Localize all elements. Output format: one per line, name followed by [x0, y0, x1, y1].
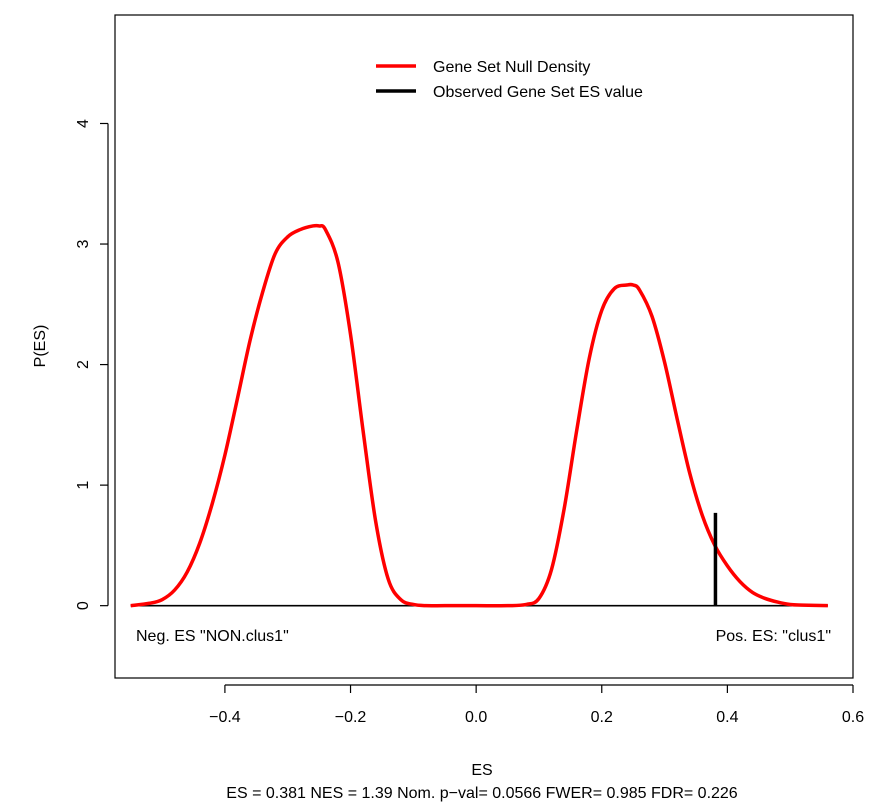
annotation-positive-es: Pos. ES: "clus1": [716, 628, 831, 645]
null-density-curve: [130, 223, 828, 608]
annotation-negative-es: Neg. ES "NON.clus1": [136, 628, 289, 645]
y-tick-label: 0: [75, 601, 92, 610]
x-tick-label: −0.4: [209, 709, 241, 726]
stats-subtitle: ES = 0.381 NES = 1.39 Nom. p−val= 0.0566…: [226, 785, 738, 802]
x-axis-label: ES: [471, 762, 492, 779]
x-tick-label: 0.4: [716, 709, 738, 726]
x-tick-label: −0.2: [335, 709, 367, 726]
x-tick-label: 0.0: [465, 709, 487, 726]
legend: Gene Set Null Density Observed Gene Set E…: [376, 59, 643, 101]
x-tick-label: 0.6: [842, 709, 864, 726]
legend-label: Observed Gene Set ES value: [433, 84, 643, 101]
y-tick-label: 1: [75, 481, 92, 490]
plot-frame: [114, 14, 854, 679]
legend-label: Gene Set Null Density: [433, 59, 590, 76]
y-axis: 0 1 2 3 4: [75, 119, 109, 610]
series-layer: [130, 223, 828, 608]
y-tick-label: 2: [75, 360, 92, 369]
y-axis-label: P(ES): [32, 325, 49, 368]
y-tick-label: 3: [75, 239, 92, 248]
x-tick-label: 0.2: [591, 709, 613, 726]
y-tick-label: 4: [75, 119, 92, 128]
x-axis: −0.4 −0.2 0.0 0.2 0.4 0.6: [209, 684, 864, 726]
